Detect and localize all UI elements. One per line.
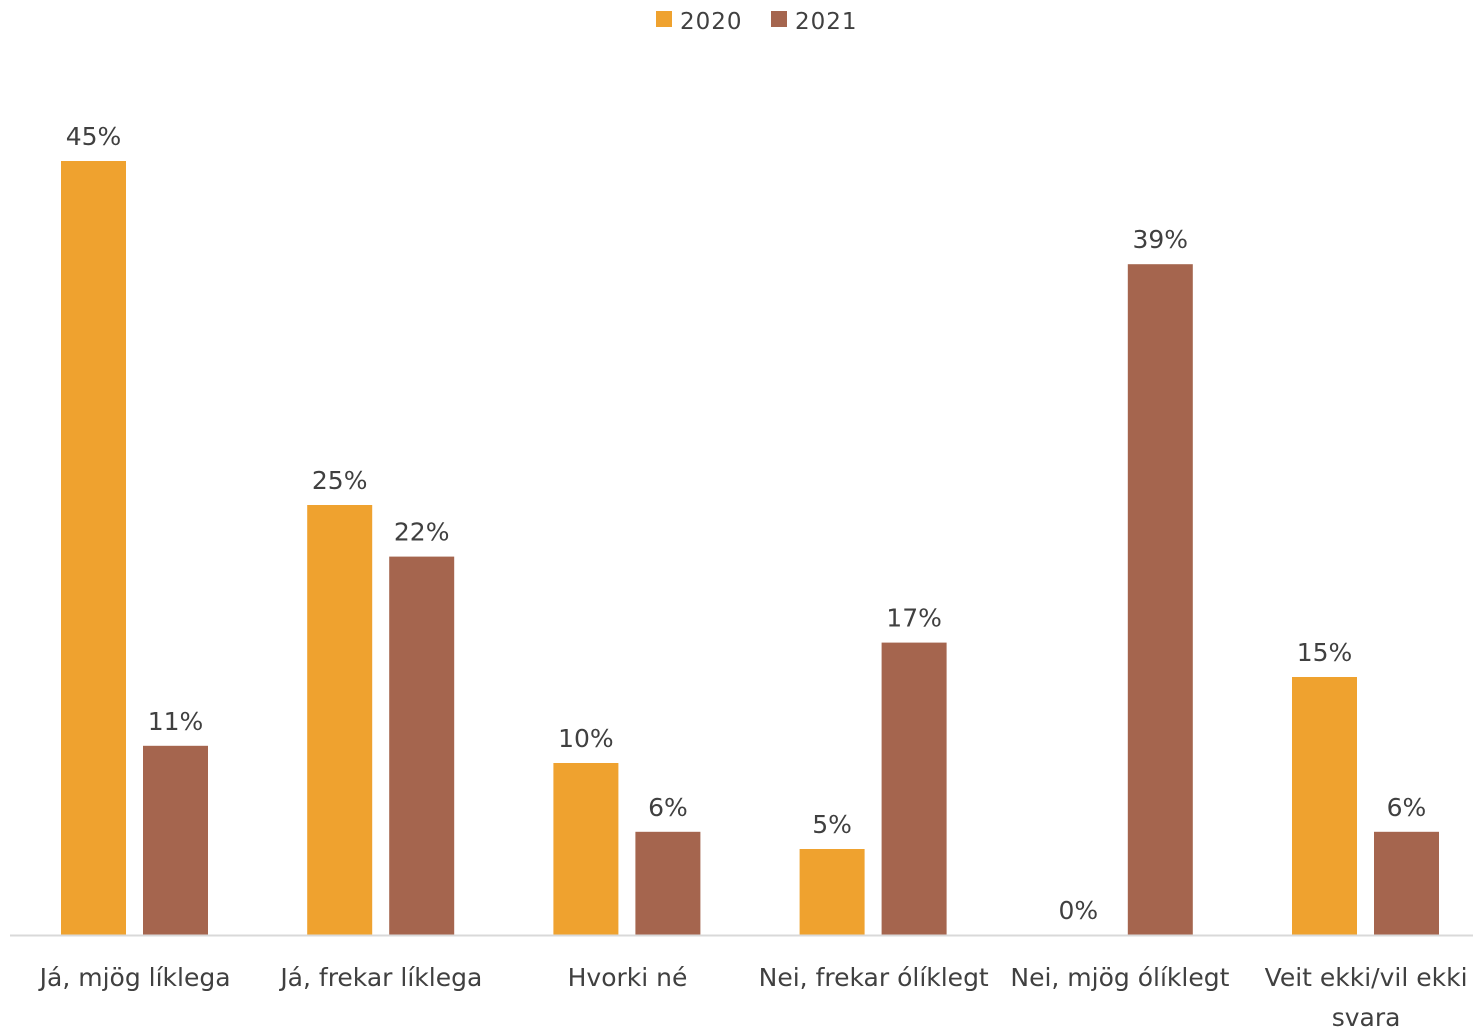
category-label-hvorki-n: Hvorki né [568, 963, 688, 992]
legend-item-2020: 2020 [656, 9, 743, 35]
data-label-2021-j-mj-g-l-klega: 11% [148, 707, 204, 736]
data-label-2020-j-mj-g-l-klega: 45% [66, 122, 122, 151]
bar-2021-j-mj-g-l-klega [143, 745, 208, 935]
legend-label-2020: 2020 [680, 9, 743, 35]
category-label-nei-frekar-l-klegt: Nei, frekar ólíklegt [759, 963, 989, 992]
data-label-2021-j-frekar-l-klega: 22% [394, 518, 450, 547]
bar-2020-nei-frekar-l-klegt [799, 849, 865, 935]
data-label-2020-veit-ekki-vil-ekki-svara: 15% [1297, 638, 1353, 667]
legend-swatch-2021 [771, 11, 787, 27]
category-label-j-mj-g-l-klega: Já, mjög líklega [38, 963, 231, 992]
data-label-2021-nei-mj-g-l-klegt: 39% [1133, 225, 1189, 254]
category-label-veit-ekki-vil-ekki-svara-line-2: svara [1332, 1003, 1401, 1028]
data-label-2021-veit-ekki-vil-ekki-svara: 6% [1387, 793, 1427, 822]
category-label-nei-mj-g-l-klegt: Nei, mjög ólíklegt [1010, 963, 1229, 992]
bar-2021-veit-ekki-vil-ekki-svara [1374, 831, 1439, 935]
data-label-2020-hvorki-n: 10% [558, 724, 614, 753]
data-label-2021-hvorki-n: 6% [648, 793, 688, 822]
legend: 2020 2021 [656, 9, 858, 35]
data-label-2021-nei-frekar-l-klegt: 17% [886, 604, 942, 633]
legend-swatch-2020 [656, 11, 672, 27]
data-label-2020-nei-frekar-l-klegt: 5% [812, 810, 852, 839]
bar-2020-veit-ekki-vil-ekki-svara [1292, 677, 1357, 935]
data-label-2020-j-frekar-l-klega: 25% [312, 466, 368, 495]
legend-item-2021: 2021 [771, 9, 858, 35]
bar-2020-j-mj-g-l-klega [61, 161, 126, 935]
bar-2021-j-frekar-l-klega [389, 556, 455, 935]
bar-2020-hvorki-n [553, 763, 619, 935]
data-label-2020-nei-mj-g-l-klegt: 0% [1058, 896, 1098, 925]
bar-2021-hvorki-n [635, 831, 701, 935]
category-label-j-frekar-l-klega: Já, frekar líklega [278, 963, 482, 992]
bar-2020-j-frekar-l-klega [307, 505, 373, 935]
bar-2021-nei-frekar-l-klegt [881, 642, 947, 935]
category-label-veit-ekki-vil-ekki-svara: Veit ekki/vil ekki [1265, 963, 1468, 992]
plot-area: 45% 11% Já, mjög líklega 25% 22% Já, frekar l… [10, 122, 1473, 1028]
legend-label-2021: 2021 [795, 9, 858, 35]
bar-2021-nei-mj-g-l-klegt [1127, 264, 1193, 935]
